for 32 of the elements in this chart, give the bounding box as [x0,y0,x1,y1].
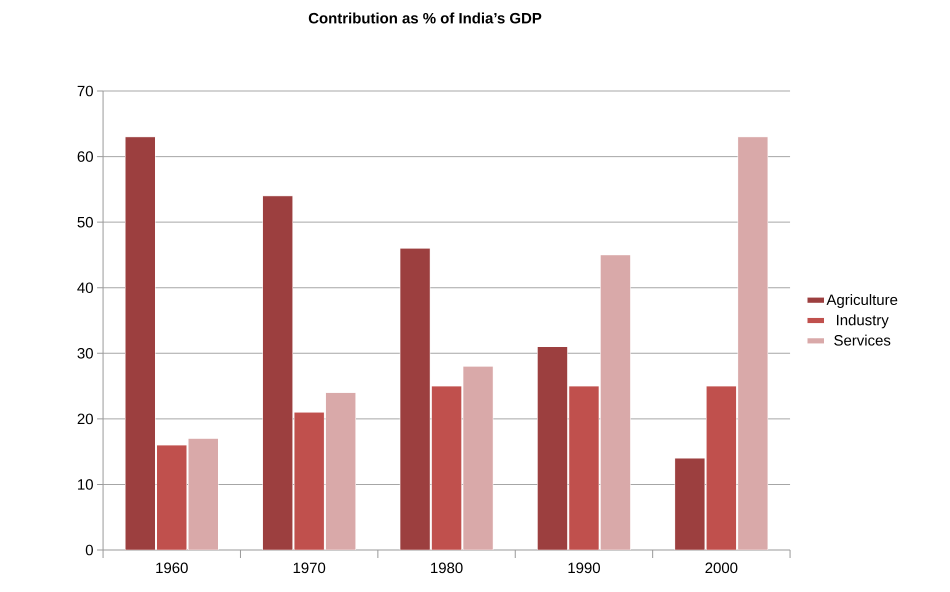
bar [568,386,600,550]
y-tick-label: 20 [78,414,93,424]
bar [674,458,706,550]
bar [156,444,188,550]
bar [294,412,324,550]
bar [600,254,631,550]
legend-label: Agriculture [826,294,898,308]
bar [262,196,293,550]
legend-label: Industry [837,314,889,328]
x-tick-label: 1970 [294,562,326,574]
bar [125,136,156,550]
y-tick-label: 40 [77,282,93,294]
legend-label: Services [834,334,890,346]
bar [537,346,568,550]
bar [462,366,494,550]
y-tick-label: 50 [78,216,93,228]
y-tick-label: 30 [77,348,93,359]
y-tick-label: 60 [78,151,93,162]
bar [400,248,430,550]
bar [706,386,737,550]
x-tick-label: 1990 [568,562,600,574]
bar [325,392,356,550]
y-tick-label: 0 [86,544,93,556]
x-tick-label: 2000 [705,562,738,574]
bar [431,386,462,550]
bar [738,136,768,550]
bar [188,438,219,550]
x-tick-label: 1980 [431,562,463,574]
x-tick-label: 1960 [156,562,188,574]
chart-title: Contribution as % of India’s GDP [308,12,542,24]
y-tick-label: 70 [78,86,93,96]
y-tick-label: 10 [78,479,93,490]
